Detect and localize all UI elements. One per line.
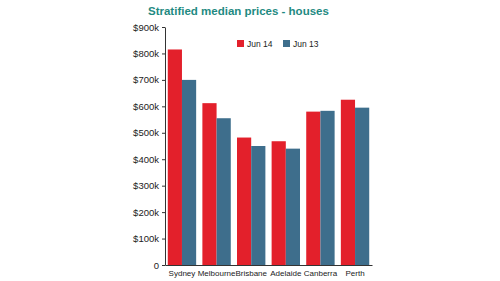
y-tick-label: $500k — [133, 127, 159, 138]
y-tick-label: $300k — [133, 180, 159, 191]
bar — [286, 149, 300, 265]
bar — [182, 80, 196, 265]
x-tick-label: Brisbane — [235, 269, 267, 278]
legend-label: Jun 14 — [247, 39, 273, 49]
x-tick: Brisbane — [235, 265, 267, 278]
y-tick-label: $600k — [133, 101, 159, 112]
bar — [202, 103, 216, 265]
x-tick: Canberra — [304, 265, 338, 278]
y-tick: $600k — [133, 101, 165, 112]
y-tick-mark — [162, 53, 165, 54]
x-tick-label: Sydney — [169, 269, 196, 278]
x-tick-label: Perth — [345, 269, 364, 278]
y-axis-line — [165, 28, 166, 266]
x-tick: Perth — [345, 265, 364, 278]
x-tick-label: Melbourne — [198, 269, 236, 278]
y-tick: 0 — [154, 260, 165, 271]
x-axis-line — [166, 265, 373, 266]
y-tick-mark — [162, 106, 165, 107]
bars — [168, 49, 369, 265]
x-tick: Adelaide — [270, 265, 302, 278]
y-tick-label: $700k — [133, 74, 159, 85]
y-tick: $900k — [133, 22, 165, 33]
x-tick-label: Adelaide — [270, 269, 302, 278]
y-tick-mark — [162, 27, 165, 28]
y-tick-mark — [162, 239, 165, 240]
legend-label: Jun 13 — [293, 39, 319, 49]
bar — [320, 111, 334, 265]
x-axis: SydneyMelbourneBrisbaneAdelaideCanberra P… — [166, 265, 373, 278]
y-tick-mark — [162, 265, 165, 266]
legend-swatch — [237, 40, 244, 47]
x-tick: Sydney — [169, 265, 196, 278]
x-tick: Melbourne — [198, 265, 236, 278]
y-tick: $200k — [133, 207, 165, 218]
y-tick-mark — [162, 80, 165, 81]
legend-swatch — [283, 40, 290, 47]
y-tick-label: $400k — [133, 154, 159, 165]
y-tick-label: $100k — [133, 233, 159, 244]
y-tick-mark — [162, 186, 165, 187]
y-tick-mark — [162, 159, 165, 160]
y-axis: 0 $100k $200k $300k $400k $500k $600k $700k $800… — [133, 22, 165, 271]
bar — [251, 146, 265, 265]
y-tick-mark — [162, 133, 165, 134]
y-tick: $400k — [133, 154, 165, 165]
bar — [355, 108, 369, 265]
bar — [341, 100, 355, 265]
y-tick: $300k — [133, 180, 165, 191]
y-tick-label: $800k — [133, 48, 159, 59]
chart: Stratified median prices - houses 0 $100k $… — [0, 0, 500, 281]
y-tick-label: 0 — [154, 260, 159, 271]
y-tick: $800k — [133, 48, 165, 59]
y-tick: $500k — [133, 127, 165, 138]
y-tick-label: $200k — [133, 207, 159, 218]
bar — [217, 118, 231, 265]
x-tick-label: Canberra — [304, 269, 338, 278]
y-tick-label: $900k — [133, 22, 159, 33]
bar — [306, 112, 320, 265]
y-tick-mark — [162, 212, 165, 213]
bar — [168, 49, 182, 265]
y-tick: $100k — [133, 233, 165, 244]
bar — [272, 141, 286, 265]
legend: Jun 14 Jun 13 — [237, 39, 319, 49]
y-tick: $700k — [133, 74, 165, 85]
title: Stratified median prices - houses — [148, 5, 329, 17]
bar — [237, 138, 251, 265]
